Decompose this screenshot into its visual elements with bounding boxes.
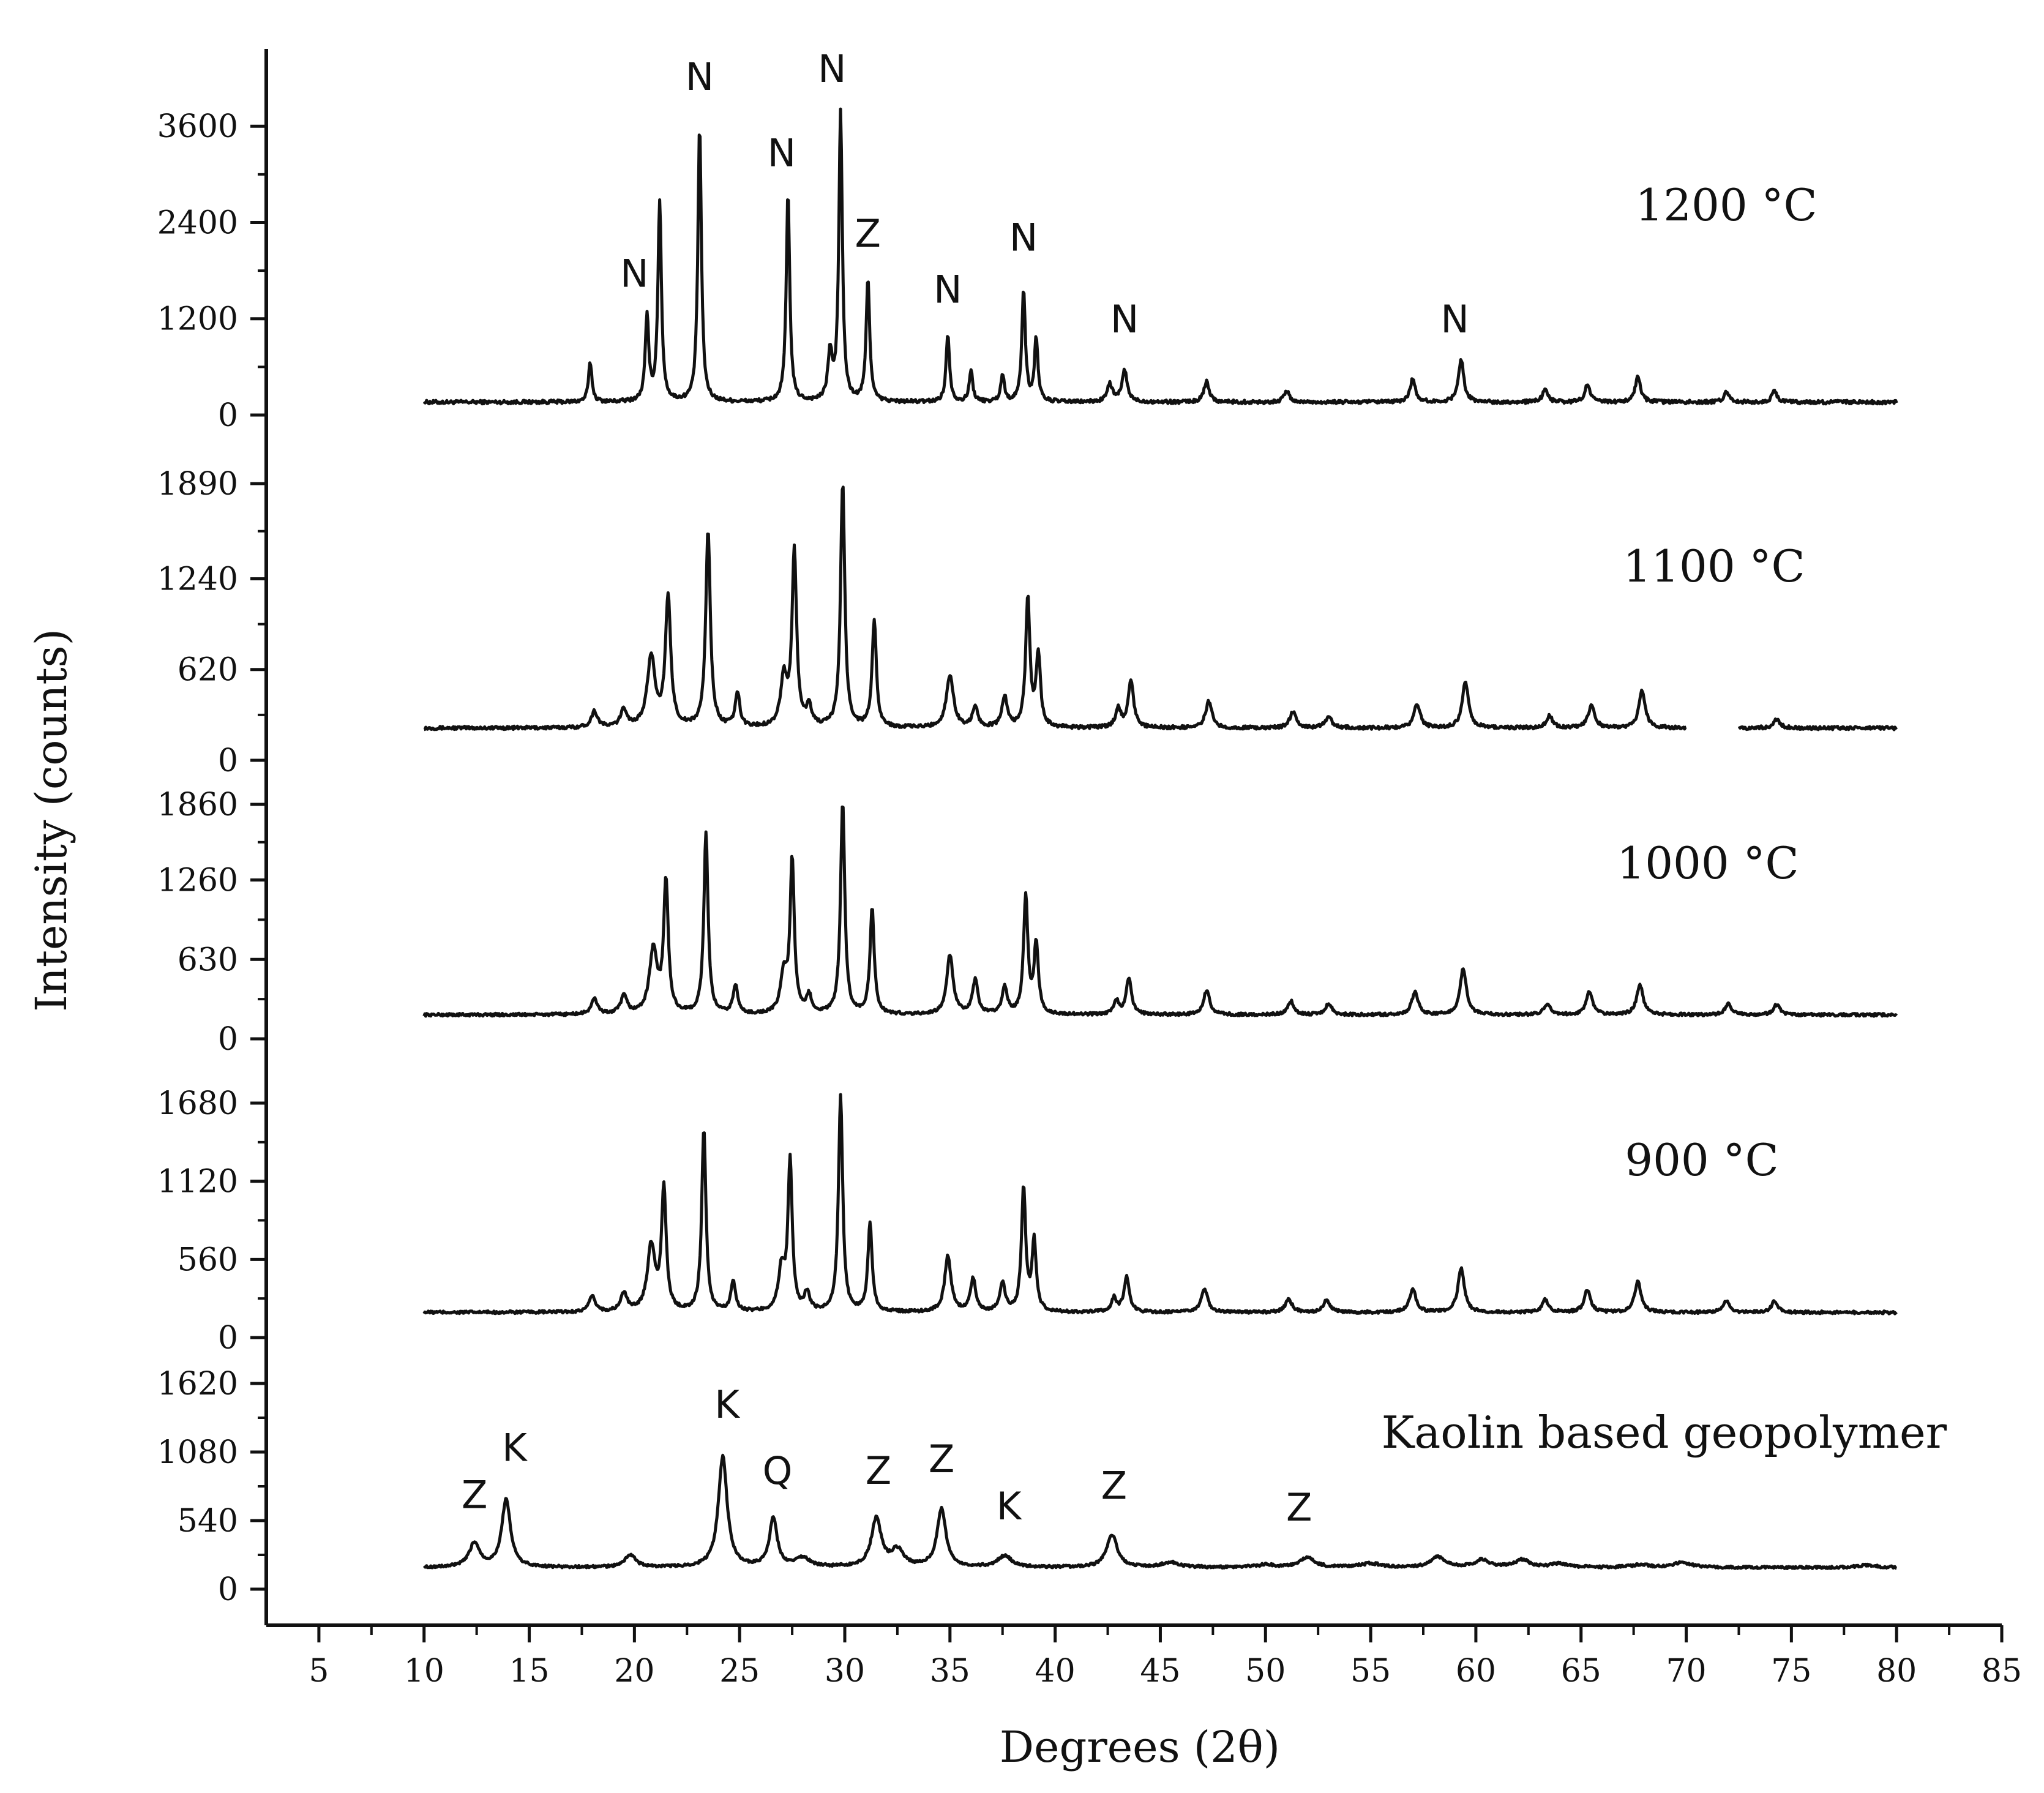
y-tick-label: 2400: [157, 204, 238, 241]
x-tick-label: 45: [1140, 1653, 1180, 1690]
peak-annotation: Z: [929, 1437, 954, 1481]
series-label: 1200 °C: [1635, 179, 1817, 231]
series-label: Kaolin based geopolymer: [1382, 1407, 1947, 1458]
peak-annotation: K: [502, 1426, 528, 1470]
x-axis-title: Degrees (2θ): [1000, 1722, 1280, 1772]
series-label: 1000 °C: [1617, 837, 1799, 889]
peak-annotation: Q: [763, 1448, 793, 1493]
x-tick-label: 25: [719, 1653, 760, 1690]
peak-annotation: N: [686, 54, 714, 99]
y-tick-label: 1120: [157, 1164, 238, 1200]
peak-annotation: K: [997, 1484, 1022, 1529]
peak-annotation: N: [1009, 215, 1038, 260]
peak-annotation: N: [620, 251, 648, 296]
y-tick-label: 0: [218, 1571, 238, 1608]
y-tick-label: 1680: [157, 1085, 238, 1122]
y-tick-label: 0: [218, 1320, 238, 1357]
y-tick-label: 1080: [157, 1434, 238, 1471]
y-axis-title: Intensity (counts): [26, 629, 77, 1012]
x-tick-label: 70: [1666, 1653, 1706, 1690]
peak-annotation: K: [714, 1382, 740, 1427]
peak-annotation: N: [1110, 297, 1139, 342]
peak-annotation: N: [768, 131, 796, 176]
series-label: 1100 °C: [1623, 541, 1805, 592]
peak-annotation: Z: [1101, 1464, 1127, 1508]
x-tick-label: 10: [404, 1653, 444, 1690]
series-line: [422, 805, 1898, 1018]
y-tick-label: 630: [178, 941, 238, 978]
peak-annotation: N: [1440, 297, 1469, 342]
peak-annotation: N: [818, 47, 846, 91]
y-tick-label: 1260: [157, 863, 238, 899]
x-tick-label: 65: [1561, 1653, 1601, 1690]
peak-annotation: N: [934, 268, 962, 312]
y-tick-label: 1890: [157, 466, 238, 503]
y-tick-label: 1200: [157, 301, 238, 338]
x-tick-label: 5: [309, 1653, 329, 1690]
x-tick-label: 15: [509, 1653, 549, 1690]
x-tick-label: 85: [1982, 1653, 2022, 1690]
x-tick-label: 30: [825, 1653, 865, 1690]
series-label: 900 °C: [1625, 1134, 1778, 1186]
series-line: [422, 107, 1898, 406]
x-tick-label: 80: [1876, 1653, 1917, 1690]
y-tick-label: 1860: [157, 787, 238, 823]
y-tick-label: 0: [218, 1021, 238, 1058]
x-tick-label: 50: [1245, 1653, 1286, 1690]
series-line: [422, 1093, 1898, 1316]
y-tick-label: 560: [178, 1241, 238, 1278]
x-tick-label: 40: [1035, 1653, 1076, 1690]
y-tick-label: 1620: [157, 1366, 238, 1402]
peak-annotation: Z: [1286, 1485, 1312, 1530]
y-tick-label: 1240: [157, 561, 238, 597]
series-line: [423, 485, 1898, 732]
peak-annotation: Z: [866, 1448, 891, 1493]
peak-annotation: Z: [462, 1472, 487, 1517]
series-line: [422, 1453, 1898, 1570]
y-tick-label: 3600: [157, 108, 238, 145]
y-tick-label: 620: [178, 652, 238, 689]
x-tick-label: 55: [1350, 1653, 1391, 1690]
y-tick-label: 0: [218, 397, 238, 434]
x-tick-label: 20: [614, 1653, 654, 1690]
y-tick-label: 0: [218, 743, 238, 779]
peak-annotation: Z: [855, 211, 881, 256]
x-tick-label: 75: [1771, 1653, 1811, 1690]
x-tick-label: 60: [1456, 1653, 1496, 1690]
y-tick-label: 540: [178, 1503, 238, 1540]
x-tick-label: 35: [930, 1653, 970, 1690]
